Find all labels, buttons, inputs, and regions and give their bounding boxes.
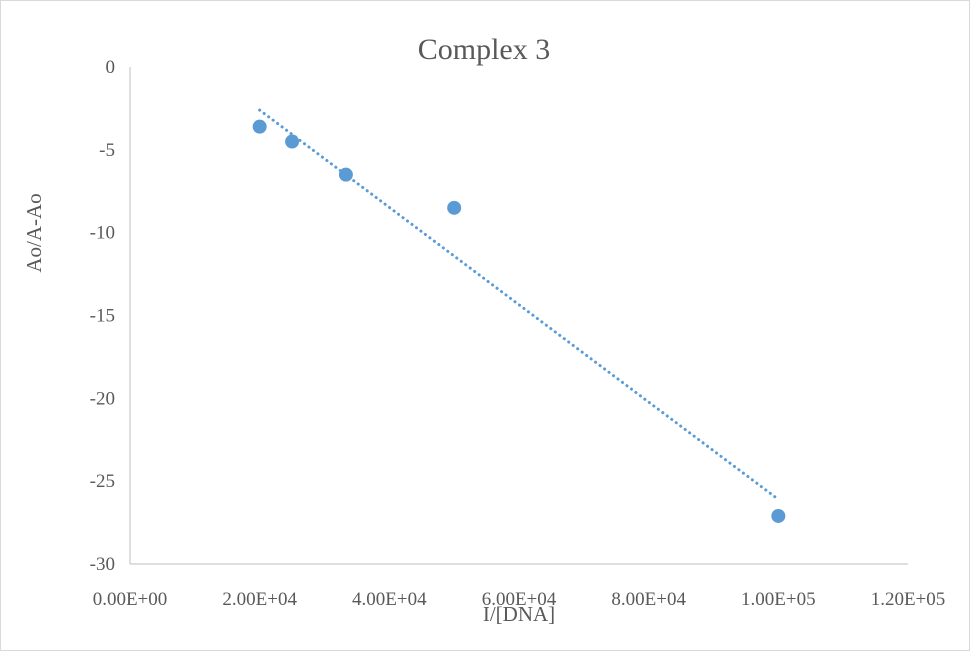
data-point <box>771 508 786 523</box>
x-tick-label: 1.00E+05 <box>741 589 816 610</box>
y-tick-label: -10 <box>90 223 115 244</box>
x-tick-label: 1.20E+05 <box>871 589 946 610</box>
y-tick-label: -25 <box>90 471 115 492</box>
x-axis-title: I/[DNA] <box>483 602 555 626</box>
data-point <box>252 119 267 134</box>
y-axis-title: Ao/A-Ao <box>22 193 46 272</box>
chart-title: Complex 3 <box>418 33 551 66</box>
x-tick-label: 4.00E+04 <box>352 589 427 610</box>
data-point <box>338 167 353 182</box>
y-tick-label: -5 <box>99 140 115 161</box>
y-tick-label: -30 <box>90 554 115 575</box>
x-tick-label: 2.00E+04 <box>222 589 297 610</box>
y-tick-label: -15 <box>90 306 115 327</box>
y-tick-label: -20 <box>90 388 115 409</box>
y-tick-label: 0 <box>106 57 116 78</box>
data-point <box>285 134 300 149</box>
x-tick-label: 8.00E+04 <box>611 589 686 610</box>
trendline <box>258 108 780 501</box>
data-point <box>447 200 462 215</box>
x-tick-label: 0.00E+00 <box>93 589 168 610</box>
x-tick-label: 6.00E+04 <box>482 589 557 610</box>
